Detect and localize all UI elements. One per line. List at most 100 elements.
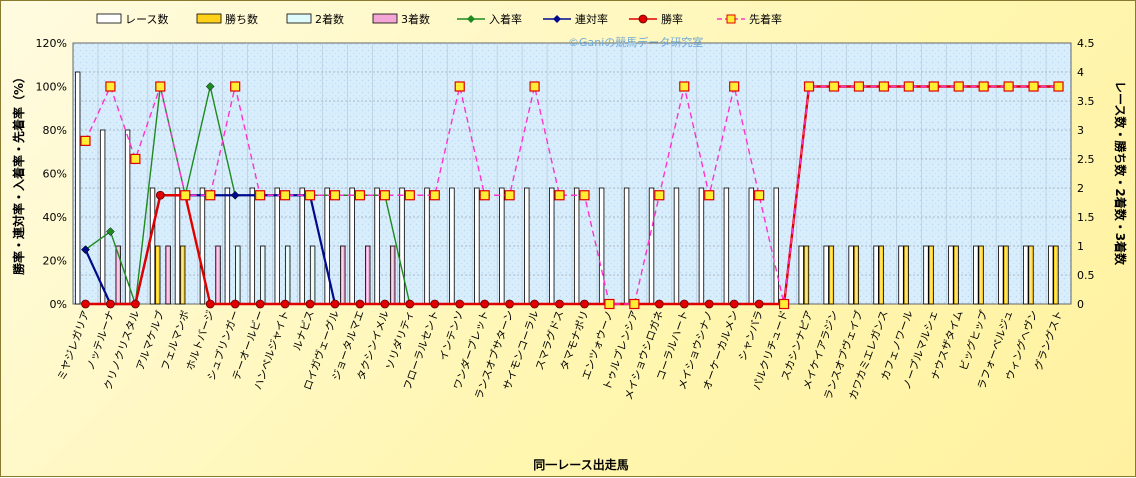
point-marker <box>230 299 240 309</box>
point-marker <box>1003 81 1014 92</box>
point-marker <box>81 245 90 254</box>
bar <box>74 71 81 305</box>
bar <box>903 245 909 305</box>
bar-highlight <box>950 247 952 303</box>
bar-highlight <box>391 247 394 303</box>
y-right-tick-label: 4.5 <box>1077 37 1095 50</box>
bar-highlight <box>830 247 832 303</box>
bar-highlight <box>550 189 553 303</box>
bar <box>549 187 555 305</box>
bar <box>1048 245 1054 305</box>
point-marker <box>106 227 115 236</box>
bar <box>698 187 705 305</box>
bar-highlight <box>1024 247 1027 303</box>
bar <box>215 245 221 305</box>
point-marker <box>978 81 989 92</box>
bar-highlight <box>286 247 289 303</box>
y-left-tick-label: 40% <box>43 211 67 224</box>
bar <box>284 245 291 305</box>
bar <box>524 187 530 305</box>
legend-marker <box>638 14 648 24</box>
y-left-tick-label: 120% <box>36 37 67 50</box>
bar <box>340 245 346 305</box>
bar-highlight <box>1055 247 1057 303</box>
y-right-tick-label: 2 <box>1077 182 1084 195</box>
bar-highlight <box>351 189 353 303</box>
point-marker <box>878 81 889 92</box>
bar-highlight <box>366 247 369 303</box>
bar <box>623 187 630 305</box>
x-tick-label: ルナビス <box>291 309 317 353</box>
bar-highlight <box>261 247 264 303</box>
point-marker <box>355 299 365 309</box>
point-marker <box>679 81 690 92</box>
bar <box>673 187 680 305</box>
bar <box>948 245 954 305</box>
point-marker <box>405 299 415 309</box>
bar <box>399 187 405 305</box>
bar-highlight <box>401 189 403 303</box>
point-marker <box>430 299 440 309</box>
point-marker <box>555 299 564 309</box>
bar <box>998 245 1004 305</box>
bar-highlight <box>311 247 314 303</box>
point-marker <box>479 190 490 201</box>
point-marker <box>629 298 640 310</box>
bar-highlight <box>117 247 119 303</box>
point-marker <box>380 299 390 309</box>
point-marker <box>404 190 415 201</box>
bar <box>748 187 755 305</box>
bar-highlight <box>700 189 702 303</box>
bar-highlight <box>625 189 628 303</box>
point-marker <box>729 81 740 92</box>
bar <box>923 245 929 305</box>
bar-highlight <box>226 189 228 303</box>
bar-highlight <box>930 247 932 303</box>
point-marker <box>529 81 540 92</box>
point-marker <box>729 299 739 309</box>
bar-highlight <box>525 189 528 303</box>
y-left-tick-label: 80% <box>43 124 67 137</box>
bars <box>74 71 1059 305</box>
bar <box>324 187 330 305</box>
bar-highlight <box>850 247 852 303</box>
bar-highlight <box>167 247 169 303</box>
bar-highlight <box>276 189 278 303</box>
bar-highlight <box>575 189 578 303</box>
bar-highlight <box>1005 247 1007 303</box>
bar-highlight <box>326 189 328 303</box>
point-marker <box>255 299 265 309</box>
point-marker <box>754 299 764 309</box>
bar-highlight <box>101 131 104 303</box>
point-marker <box>604 298 615 310</box>
y-right-tick-label: 2.5 <box>1077 153 1095 166</box>
bar-highlight <box>181 247 184 303</box>
legend-marker <box>726 14 736 24</box>
bar <box>1028 245 1034 305</box>
point-marker <box>429 190 440 201</box>
x-tick-label: ミヤジレガリア <box>56 309 92 382</box>
bar-highlight <box>600 189 603 303</box>
bar <box>1053 245 1059 305</box>
legend-label: 先着率 <box>749 12 782 26</box>
point-marker <box>230 190 240 200</box>
point-marker <box>279 190 291 201</box>
legend-label: 入着率 <box>489 12 522 26</box>
point-marker <box>255 190 266 201</box>
legend-swatch <box>372 13 398 24</box>
y-left-tick-label: 0% <box>50 298 67 311</box>
point-marker <box>853 81 865 92</box>
bar-highlight <box>126 131 129 303</box>
point-marker <box>304 190 316 201</box>
point-marker <box>580 299 589 309</box>
bar <box>224 187 231 305</box>
point-marker <box>130 299 140 309</box>
point-marker <box>504 190 515 201</box>
point-marker <box>205 299 215 309</box>
y-left-tick-label: 60% <box>43 168 67 181</box>
bar-highlight <box>805 247 807 303</box>
point-marker <box>155 81 166 92</box>
bar-highlight <box>176 189 178 303</box>
